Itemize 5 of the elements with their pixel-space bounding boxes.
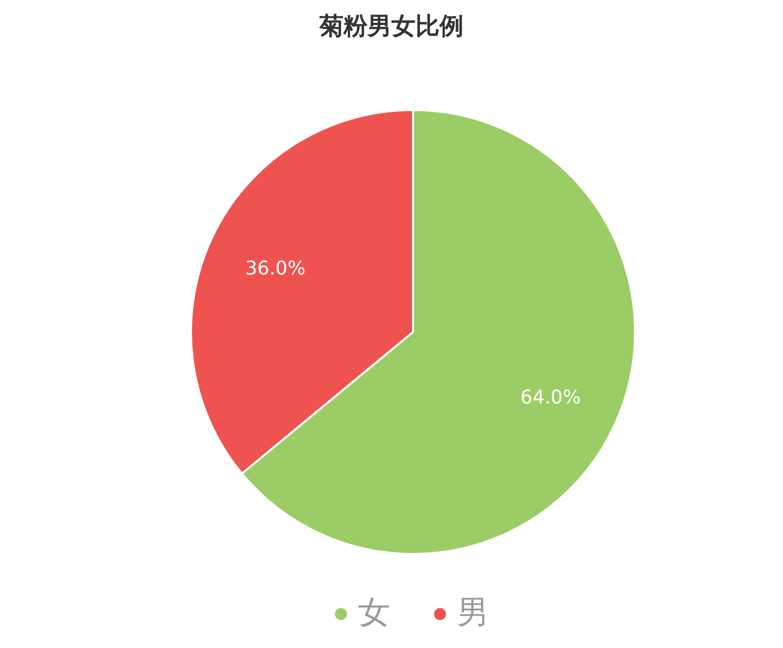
chart-title: 菊粉男女比例: [318, 12, 464, 40]
legend-label: 女: [358, 593, 390, 631]
legend-label: 男: [457, 593, 489, 631]
data-label: 64.0%: [520, 386, 581, 409]
data-label: 36.0%: [245, 257, 306, 280]
